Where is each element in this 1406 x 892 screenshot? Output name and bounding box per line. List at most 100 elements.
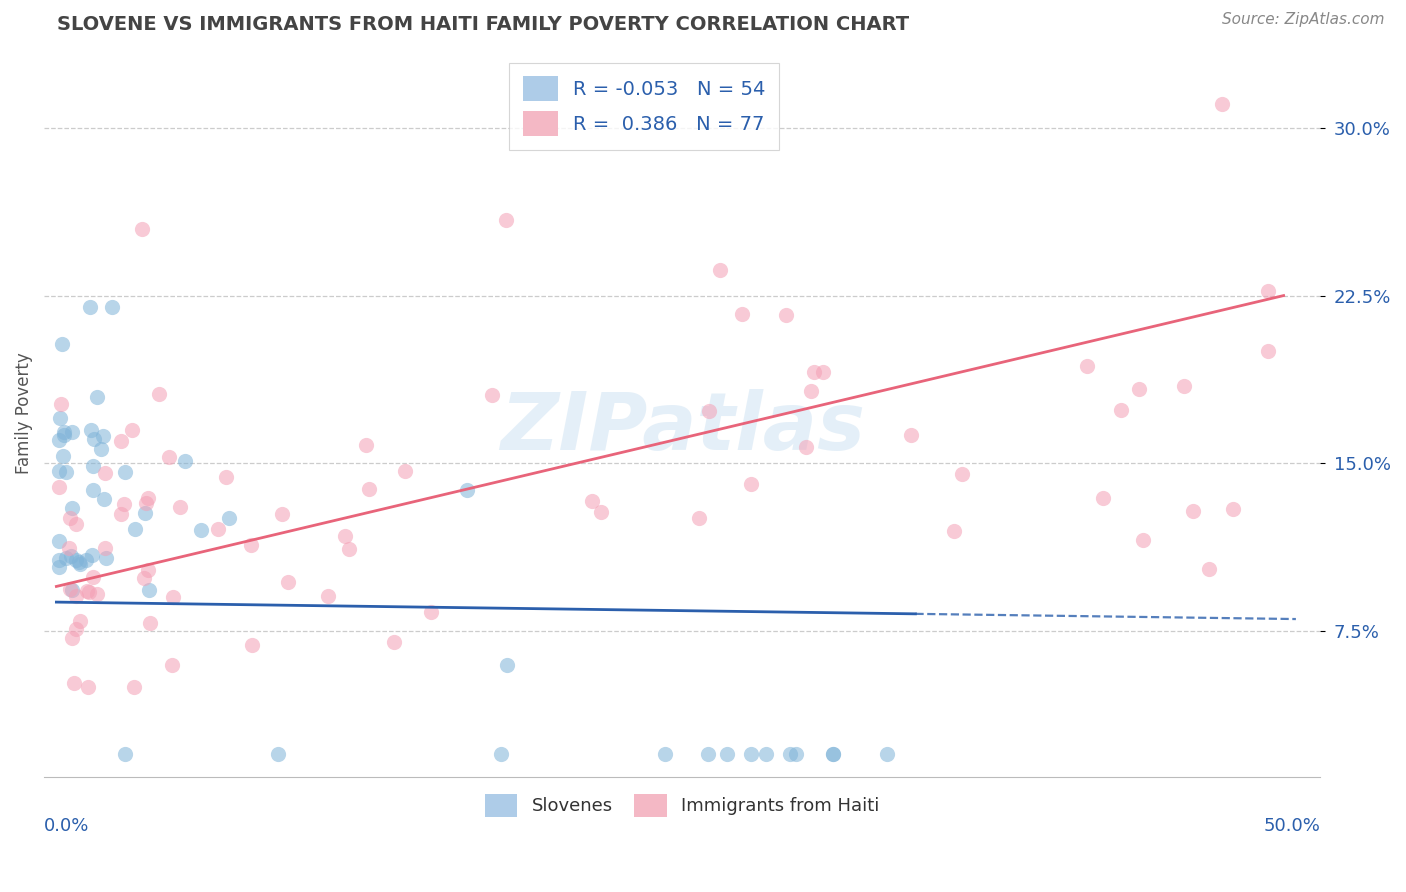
Point [794,440,817,454]
Text: SLOVENE VS IMMIGRANTS FROM HAITI FAMILY POVERTY CORRELATION CHART: SLOVENE VS IMMIGRANTS FROM HAITI FAMILY … [56,15,910,34]
Point [110,507,132,521]
Point [49,411,72,425]
Text: ZIPatlas: ZIPatlas [499,389,865,467]
Point [800,384,823,399]
Point [1257,343,1279,358]
Point [1128,382,1150,396]
Point [82,483,104,497]
Point [65,622,87,636]
Point [49,397,72,411]
Point [740,477,762,491]
Point [803,365,825,379]
Point [316,589,339,603]
Point [394,464,416,478]
Point [900,427,922,442]
Point [716,747,738,762]
Point [591,505,613,519]
Point [356,437,378,451]
Point [489,747,512,762]
Point [134,506,156,520]
Point [48,433,70,447]
Point [943,524,966,538]
Point [136,491,159,506]
Point [1182,504,1205,518]
Point [950,467,973,482]
Point [80,548,103,562]
Y-axis label: Family Poverty: Family Poverty [15,352,32,474]
Point [779,747,801,762]
Point [75,552,97,566]
Point [495,658,517,673]
Point [811,365,834,379]
Point [495,213,517,227]
Point [112,497,135,511]
Point [83,432,105,446]
Point [52,449,75,463]
Point [91,429,114,443]
Point [1211,96,1233,111]
Point [581,494,603,508]
Point [162,590,184,604]
Point [55,551,77,566]
Point [785,747,807,762]
Text: 0.0%: 0.0% [44,816,90,835]
Point [60,500,83,515]
Point [110,434,132,449]
Point [775,308,797,322]
Point [1257,284,1279,298]
Point [821,747,844,762]
Point [277,574,299,589]
Point [52,427,75,442]
Point [58,541,80,556]
Point [1198,562,1220,576]
Point [135,496,157,510]
Point [67,555,90,569]
Point [688,510,710,524]
Point [53,425,76,439]
Point [59,511,82,525]
Point [169,500,191,514]
Point [132,571,155,585]
Point [69,614,91,628]
Point [76,583,98,598]
Point [63,676,86,690]
Point [160,657,183,672]
Point [138,616,160,631]
Point [96,551,118,566]
Point [60,632,83,646]
Point [1076,359,1098,373]
Point [65,589,87,603]
Point [148,387,170,401]
Point [271,507,294,521]
Point [48,464,70,478]
Point [709,263,731,277]
Point [1173,378,1195,392]
Point [48,553,70,567]
Point [51,337,73,351]
Point [240,538,263,552]
Point [740,747,762,762]
Point [48,559,70,574]
Point [218,511,240,525]
Point [65,553,87,567]
Point [190,523,212,537]
Text: 50.0%: 50.0% [1264,816,1320,835]
Point [215,470,238,484]
Point [333,529,356,543]
Point [86,587,108,601]
Point [755,747,778,762]
Point [382,635,405,649]
Text: Source: ZipAtlas.com: Source: ZipAtlas.com [1222,12,1385,27]
Point [114,465,136,479]
Point [90,442,112,457]
Point [157,450,180,464]
Point [79,300,101,314]
Point [93,466,115,480]
Point [60,425,83,440]
Point [481,388,503,402]
Point [82,458,104,473]
Point [242,638,264,652]
Point [48,480,70,494]
Point [420,606,443,620]
Point [94,541,117,555]
